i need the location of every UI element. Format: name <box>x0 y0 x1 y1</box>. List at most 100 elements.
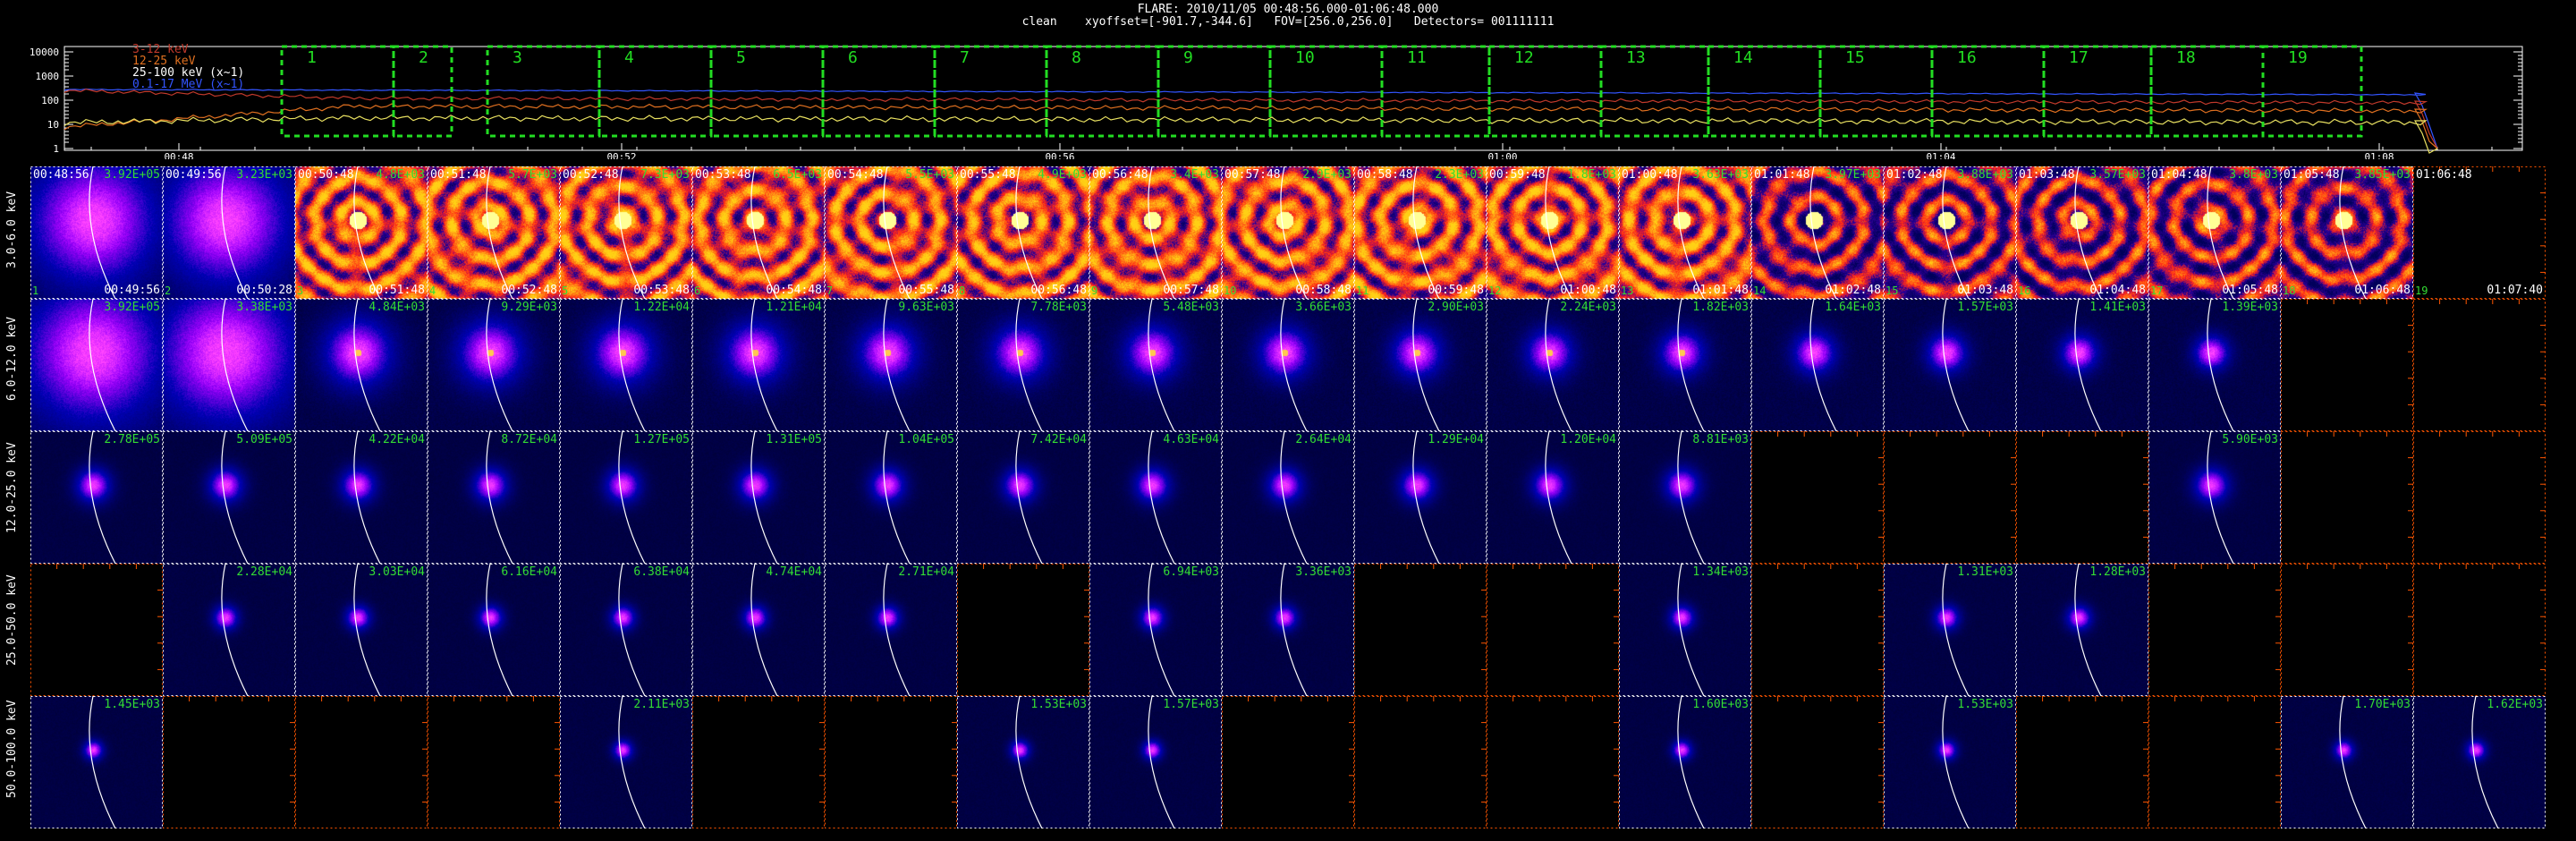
interval-index: 6 <box>694 285 701 297</box>
interval-index: 13 <box>1621 285 1634 297</box>
peak-value: 5.5E+03 <box>905 168 954 182</box>
peak-value: 6.16E+04 <box>501 565 557 579</box>
interval-index: 2 <box>165 285 172 297</box>
solar-limb <box>2074 564 2102 696</box>
lightcurve-xtick: 00:48 <box>164 151 193 159</box>
interval-label: 15 <box>1845 48 1865 67</box>
image-cell: 1.04E+05 <box>825 431 957 564</box>
interval-box <box>1818 45 1934 138</box>
peak-value: 8.72E+04 <box>501 433 557 446</box>
image-map <box>692 431 825 564</box>
solar-limb <box>1280 299 1308 431</box>
image-map <box>1354 166 1487 299</box>
peak-value: 7.78E+03 <box>1030 301 1087 314</box>
cell-frame <box>692 564 825 696</box>
solar-limb <box>1942 564 1970 696</box>
image-map <box>295 299 428 431</box>
image-cell <box>825 696 957 828</box>
solar-limb <box>1148 696 1175 828</box>
solar-limb <box>2339 166 2367 299</box>
peak-value: 1.22E+04 <box>633 301 690 314</box>
image-cell: 2.28E+04 <box>163 564 295 696</box>
time-end-label: 00:54:48 <box>766 284 822 297</box>
lightcurve-series-1 <box>64 88 2438 149</box>
cell-frame <box>1487 696 1619 828</box>
time-start-label: 01:06:48 <box>2416 168 2472 182</box>
peak-value: 3.4E+03 <box>1170 168 1219 182</box>
image-cell <box>1354 696 1487 828</box>
image-cell: 3.66E+03 <box>1222 299 1354 431</box>
image-map <box>1619 431 1751 564</box>
image-cell <box>957 564 1089 696</box>
cell-frame <box>1089 299 1222 431</box>
image-map <box>825 166 957 299</box>
image-map <box>1222 564 1354 696</box>
interval-index: 10 <box>1224 285 1237 297</box>
cell-frame <box>560 166 692 299</box>
cell-frame <box>30 431 163 564</box>
peak-value: 3.63E+03 <box>1692 168 1749 182</box>
interval-box <box>709 45 825 138</box>
image-cell: 01:05:48 01:06:48 18 3.85E+03 <box>2281 166 2413 299</box>
image-map <box>30 696 163 828</box>
cell-frame <box>1751 299 1884 431</box>
legend-entry: 3-12 keV <box>132 43 189 56</box>
image-map <box>957 166 1089 299</box>
interval-index: 8 <box>959 285 966 297</box>
peak-value: 3.57E+03 <box>2089 168 2146 182</box>
lightcurve-series-2 <box>64 103 2438 149</box>
peak-value: 5.48E+03 <box>1163 301 1219 314</box>
image-map <box>957 696 1089 828</box>
image-cell <box>1354 564 1487 696</box>
interval-label: 16 <box>1957 48 1977 67</box>
cell-frame <box>1222 299 1354 431</box>
cell-frame <box>428 564 560 696</box>
peak-value: 3.66E+03 <box>1295 301 1352 314</box>
cell-frame <box>163 696 295 828</box>
image-cell: 00:53:48 00:54:48 6 6.5E+03 <box>692 166 825 299</box>
cell-frame <box>2281 696 2413 828</box>
solar-limb <box>618 564 646 696</box>
peak-value: 1.53E+03 <box>1030 698 1087 711</box>
interval-label: 6 <box>848 48 858 67</box>
peak-value: 1.39E+03 <box>2222 301 2278 314</box>
solar-limb <box>89 696 116 828</box>
interval-box <box>1380 45 1491 138</box>
time-start-label: 00:49:56 <box>165 168 222 182</box>
image-cell: 00:55:48 00:56:48 8 4.9E+03 <box>957 166 1089 299</box>
cell-frame <box>30 166 163 299</box>
peak-value: 5.90E+03 <box>2222 433 2278 446</box>
image-map <box>295 564 428 696</box>
image-cell: 3.03E+04 <box>295 564 428 696</box>
image-cell: 5.09E+05 <box>163 431 295 564</box>
cell-frame <box>560 299 692 431</box>
cell-frame <box>2016 431 2148 564</box>
cell-frame <box>1222 564 1354 696</box>
legend-entry: 12-25 keV <box>132 55 196 68</box>
image-map <box>692 564 825 696</box>
image-map <box>1751 166 1884 299</box>
interval-label: 7 <box>960 48 970 67</box>
image-map <box>163 166 295 299</box>
lightcurve-series-4 <box>64 88 2438 149</box>
image-map <box>560 696 692 828</box>
solar-limb <box>750 431 778 564</box>
interval-index: 3 <box>297 285 304 297</box>
image-map <box>825 564 957 696</box>
solar-limb <box>2207 431 2234 564</box>
peak-value: 1.57E+03 <box>1163 698 1219 711</box>
peak-value: 5.7E+03 <box>508 168 557 182</box>
solar-limb <box>1280 431 1308 564</box>
interval-index: 18 <box>2283 285 2296 297</box>
image-map <box>295 431 428 564</box>
solar-limb <box>883 299 911 431</box>
cell-frame <box>1751 564 1884 696</box>
energy-band-label: 12.0-25.0 keV <box>5 442 19 533</box>
interval-box <box>1930 45 2046 138</box>
cell-frame <box>1089 696 1222 828</box>
image-map <box>1089 299 1222 431</box>
interval-label: 18 <box>2176 48 2196 67</box>
image-cell: 8.72E+04 <box>428 431 560 564</box>
cell-frame <box>1487 166 1619 299</box>
cell-frame <box>2148 564 2281 696</box>
